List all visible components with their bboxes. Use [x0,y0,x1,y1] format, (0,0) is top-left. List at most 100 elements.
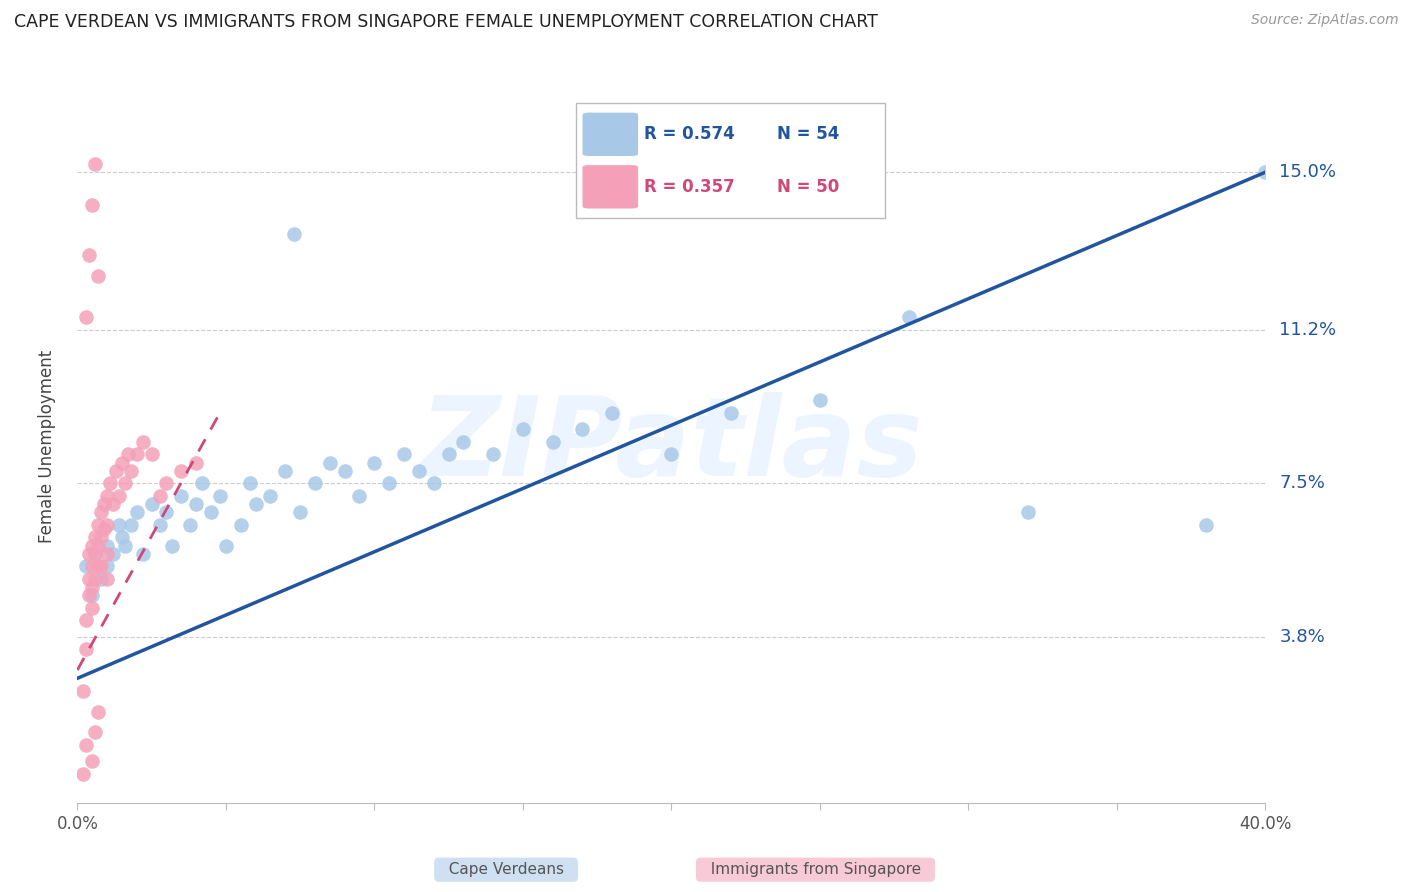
Point [408,464,430,478]
Point [114,539,136,553]
Point [288,505,311,519]
Point [170,464,193,478]
Point [75,642,97,657]
Point [898,310,921,325]
Point [229,517,252,532]
Point [512,422,534,436]
Point [96,539,118,553]
Text: 3.8%: 3.8% [1279,628,1324,646]
Point [87,705,110,719]
Point [155,476,177,491]
Point [259,489,281,503]
Point [200,505,222,519]
Point [274,464,297,478]
Point [162,539,184,553]
Point [437,447,460,461]
Point [75,310,97,325]
Point [283,227,305,242]
Point [75,613,97,627]
Point [131,547,153,561]
Point [87,517,110,532]
Point [96,572,118,586]
Point [120,517,142,532]
Point [125,505,148,519]
Point [482,447,505,461]
Point [75,738,97,752]
Point [90,530,112,544]
Point [392,447,415,461]
Point [82,754,104,768]
Point [186,456,208,470]
Text: CAPE VERDEAN VS IMMIGRANTS FROM SINGAPORE FEMALE UNEMPLOYMENT CORRELATION CHART: CAPE VERDEAN VS IMMIGRANTS FROM SINGAPOR… [14,13,877,31]
Point [77,248,100,262]
Point [82,198,104,212]
Point [1195,517,1218,532]
Point [82,600,104,615]
Point [72,766,94,780]
Point [90,505,112,519]
Point [541,434,564,449]
Point [141,447,163,461]
Text: 11.2%: 11.2% [1279,321,1337,339]
Point [808,393,831,408]
Point [349,489,371,503]
Point [87,268,110,283]
Point [239,476,262,491]
Point [84,547,107,561]
Point [333,464,356,478]
Text: ZIPatlas: ZIPatlas [419,392,924,500]
Point [215,539,238,553]
Text: Source: ZipAtlas.com: Source: ZipAtlas.com [1251,13,1399,28]
Point [72,683,94,698]
Point [453,434,475,449]
Point [101,497,124,511]
Point [84,530,107,544]
Text: Cape Verdeans: Cape Verdeans [439,863,574,877]
Text: 7.5%: 7.5% [1279,475,1326,492]
Point [84,725,107,739]
Point [422,476,444,491]
Point [82,559,104,574]
Point [155,505,177,519]
Point [111,456,134,470]
Point [104,464,127,478]
Point [101,547,124,561]
Point [131,434,153,449]
Point [378,476,401,491]
Point [93,522,115,536]
Point [84,547,107,561]
Point [75,559,97,574]
Point [114,476,136,491]
Point [108,489,131,503]
Point [720,406,742,420]
Point [82,539,104,553]
Point [120,464,142,478]
Point [77,547,100,561]
Point [111,530,134,544]
Text: Immigrants from Singapore: Immigrants from Singapore [700,863,931,877]
Point [170,489,193,503]
Point [96,547,118,561]
Point [1254,165,1277,179]
Point [179,517,201,532]
Point [82,588,104,602]
Point [600,406,623,420]
Point [77,588,100,602]
Point [125,447,148,461]
Point [186,497,208,511]
Y-axis label: Female Unemployment: Female Unemployment [38,350,56,542]
Point [245,497,267,511]
Point [304,476,326,491]
Point [96,559,118,574]
Point [191,476,214,491]
Point [319,456,342,470]
Point [108,517,131,532]
Point [82,580,104,594]
Point [87,559,110,574]
Point [96,489,118,503]
Point [84,572,107,586]
Point [149,517,172,532]
Point [96,517,118,532]
Point [571,422,593,436]
Point [87,539,110,553]
